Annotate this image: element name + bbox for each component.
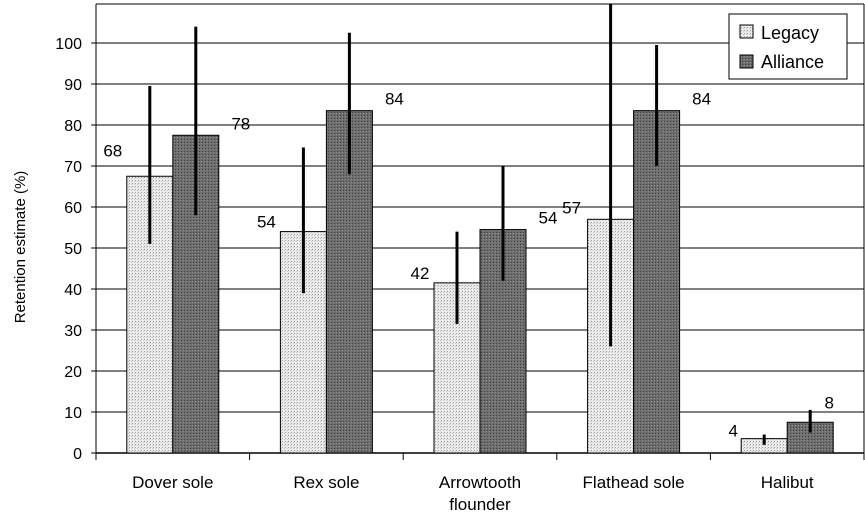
x-category-label: Flathead sole — [583, 473, 685, 492]
legend-swatch-alliance — [739, 54, 754, 69]
y-tick-label: 20 — [64, 364, 82, 381]
y-tick-label: 50 — [64, 241, 82, 258]
legend-swatch-legacy — [739, 24, 754, 39]
y-tick-label: 100 — [55, 36, 82, 53]
y-tick-label: 10 — [64, 405, 82, 422]
data-label-alliance-3: 54 — [539, 209, 558, 228]
y-ticks: 0 10 20 30 40 50 60 70 80 90 100 — [55, 36, 96, 463]
y-axis-title: Retention estimate (%) — [12, 171, 29, 324]
bars — [126, 110, 834, 454]
x-category-label: flounder — [449, 495, 511, 514]
data-label-legacy-5: 4 — [728, 422, 737, 441]
data-label-legacy-2: 54 — [257, 213, 276, 232]
x-category-label: Rex sole — [293, 473, 359, 492]
bar-alliance-4 — [633, 110, 681, 454]
bar-alliance-2 — [325, 110, 373, 454]
data-label-alliance-1: 78 — [231, 114, 250, 133]
x-category-label: Halibut — [761, 473, 814, 492]
x-category-label: Dover sole — [132, 473, 213, 492]
data-label-alliance-4: 84 — [692, 90, 711, 109]
data-label-alliance-5: 8 — [824, 393, 833, 412]
y-tick-label: 60 — [64, 200, 82, 217]
data-label-alliance-2: 84 — [385, 90, 404, 109]
y-tick-label: 30 — [64, 323, 82, 340]
data-label-legacy-4: 57 — [562, 198, 581, 217]
data-label-legacy-1: 68 — [103, 141, 122, 160]
error-bars — [148, 4, 812, 445]
legend: Legacy Alliance — [728, 13, 848, 80]
category-labels: Dover sole Rex sole Arrowtooth flounder Flat… — [132, 473, 814, 514]
y-tick-label: 80 — [64, 118, 82, 135]
y-tick-label: 40 — [64, 282, 82, 299]
legend-label-alliance: Alliance — [761, 52, 824, 72]
data-label-legacy-3: 42 — [411, 264, 430, 283]
x-category-label: Arrowtooth — [439, 473, 521, 492]
y-tick-label: 0 — [73, 446, 82, 463]
legend-label-legacy: Legacy — [761, 23, 819, 43]
y-tick-label: 90 — [64, 77, 82, 94]
y-tick-label: 70 — [64, 159, 82, 176]
